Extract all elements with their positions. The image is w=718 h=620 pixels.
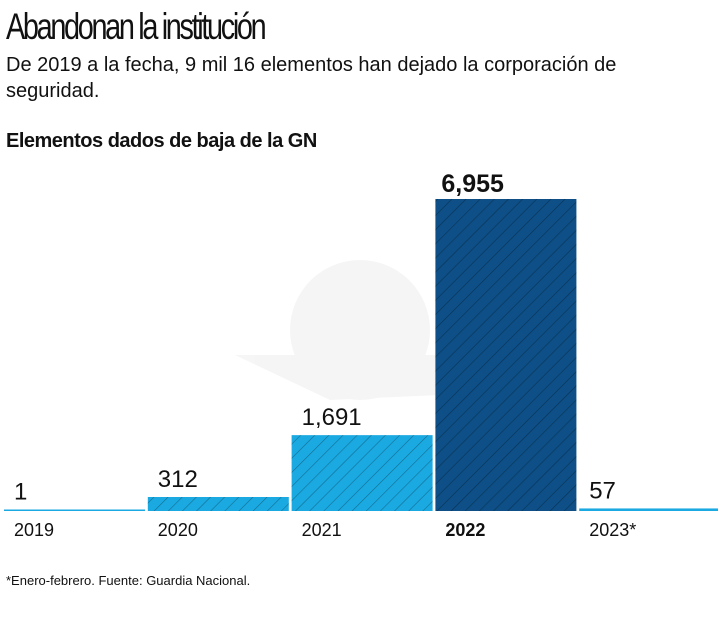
data-label: 6,955 <box>441 170 504 198</box>
subtitle: De 2019 a la fecha, 9 mil 16 elementos h… <box>6 54 617 102</box>
headline: Abandonan la institución <box>6 6 267 47</box>
footnote: *Enero-febrero. Fuente: Guardia Nacional… <box>6 573 251 588</box>
data-label: 57 <box>589 477 616 504</box>
bar-hatch <box>435 199 577 511</box>
x-tick-label: 2023* <box>589 520 636 540</box>
bar-hatch <box>147 497 289 511</box>
chart-title: Elementos dados de baja de la GN <box>6 130 317 152</box>
data-label: 1 <box>14 479 27 506</box>
x-tick-label: 2019 <box>14 520 54 540</box>
data-label: 1,691 <box>302 404 362 431</box>
bar-hatch <box>291 435 433 511</box>
data-label: 312 <box>158 466 198 493</box>
x-tick-label: 2022 <box>445 520 485 540</box>
x-tick-label: 2021 <box>302 520 342 540</box>
x-tick-label: 2020 <box>158 520 198 540</box>
bar-2023* <box>579 508 718 511</box>
bar-2019 <box>4 509 145 511</box>
watermark-logo <box>235 260 490 400</box>
